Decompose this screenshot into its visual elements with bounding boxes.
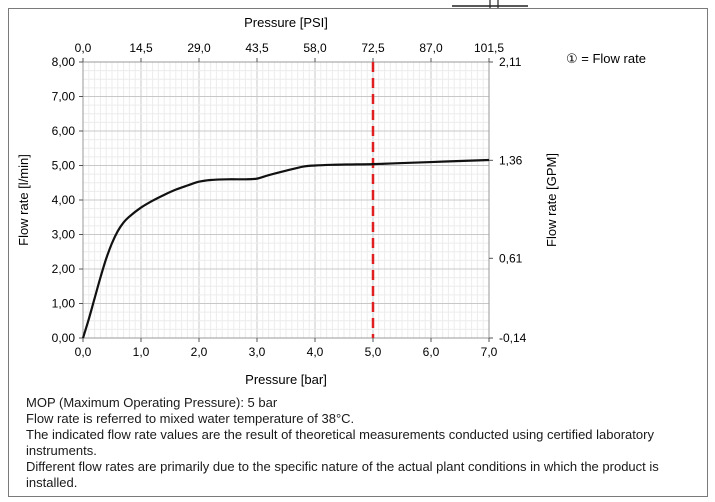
top-tick-label: 87,0 xyxy=(419,41,443,55)
right-tick-label: -0,14 xyxy=(499,331,527,345)
flow-rate-chart: 0,0 1,0 2,0 3,0 4,0 5,0 6,0 7,0 0,0 14,5 29,0 43,5 5… xyxy=(16,15,646,387)
y-tick-label: 5,00 xyxy=(52,159,76,173)
x-tick-label: 5,0 xyxy=(365,345,382,359)
x-tick-label: 0,0 xyxy=(75,345,92,359)
top-tick-label: 58,0 xyxy=(303,41,327,55)
x-tick-label: 1,0 xyxy=(133,345,150,359)
axis-ticks xyxy=(79,58,493,342)
x-axis-label: Pressure [bar] xyxy=(245,372,327,387)
top-tick-label: 72,5 xyxy=(361,41,385,55)
note-plant-conditions: Different flow rates are primarily due t… xyxy=(26,459,659,490)
x-tick-label: 7,0 xyxy=(481,345,498,359)
x-tick-label: 2,0 xyxy=(191,345,208,359)
y-tick-label: 8,00 xyxy=(52,55,76,69)
y-tick-label: 1,00 xyxy=(52,297,76,311)
grid xyxy=(82,61,490,339)
chart-frame xyxy=(8,8,708,497)
y-tick-label: 6,00 xyxy=(52,124,76,138)
y-tick-label: 7,00 xyxy=(52,90,76,104)
note-temperature: Flow rate is referred to mixed water tem… xyxy=(26,411,355,426)
y-tick-label: 3,00 xyxy=(52,228,76,242)
right-tick-label: 2,11 xyxy=(499,55,522,69)
right-axis-label: Flow rate [GPM] xyxy=(544,153,559,247)
y-axis-label: Flow rate [l/min] xyxy=(16,154,31,246)
legend-text: ① = Flow rate xyxy=(566,51,646,66)
note-measurements: The indicated flow rate values are the r… xyxy=(26,427,654,458)
flow-rate-curve xyxy=(81,158,490,339)
note-mop: MOP (Maximum Operating Pressure): 5 bar xyxy=(26,395,278,410)
top-tick-label: 43,5 xyxy=(245,41,269,55)
notes-block: MOP (Maximum Operating Pressure): 5 bar … xyxy=(26,395,696,491)
x-tick-label: 6,0 xyxy=(423,345,440,359)
y-tick-label: 2,00 xyxy=(52,262,76,276)
right-tick-label: 1,36 xyxy=(499,153,523,167)
top-axis-label: Pressure [PSI] xyxy=(244,15,328,30)
x-tick-label: 3,0 xyxy=(249,345,266,359)
top-tick-label: 0,0 xyxy=(75,41,92,55)
y-tick-label: 4,00 xyxy=(52,193,76,207)
top-tick-label: 29,0 xyxy=(187,41,211,55)
x-tick-label: 4,0 xyxy=(307,345,324,359)
right-tick-label: 0,61 xyxy=(499,251,523,265)
top-decoration xyxy=(452,0,528,8)
top-tick-label: 101,5 xyxy=(474,41,504,55)
y-tick-label: 0,00 xyxy=(52,331,76,345)
top-tick-label: 14,5 xyxy=(129,41,153,55)
